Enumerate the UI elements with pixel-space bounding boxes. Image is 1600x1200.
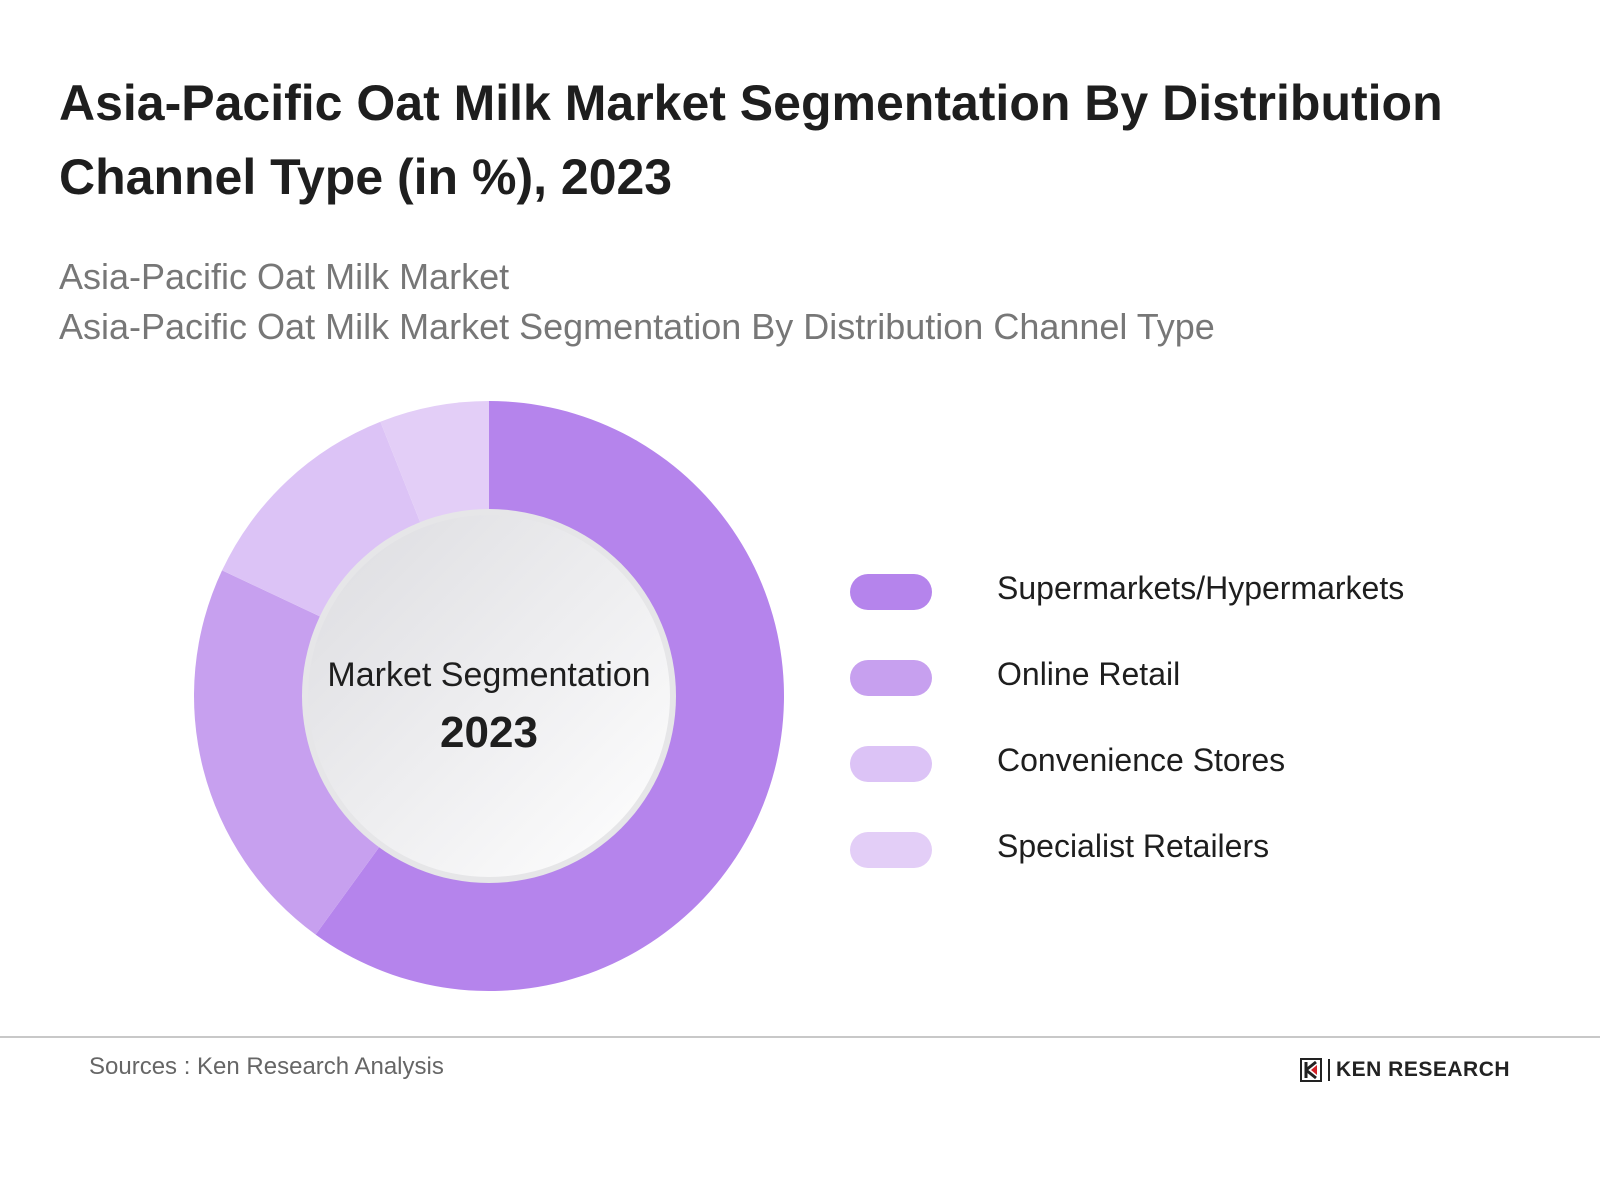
- legend-label: Specialist Retailers: [997, 828, 1270, 864]
- center-year: 2023: [440, 708, 538, 757]
- ken-research-logo-icon: [1300, 1058, 1322, 1082]
- footer-divider: [0, 1036, 1600, 1038]
- legend-item: Supermarkets/Hypermarkets: [850, 570, 1550, 610]
- center-disc: [308, 515, 670, 877]
- legend-swatch: [850, 574, 932, 610]
- legend-item: Convenience Stores: [850, 742, 1550, 782]
- chart-subtitle-market: Asia-Pacific Oat Milk Market: [59, 256, 510, 297]
- legend-label: Convenience Stores: [997, 742, 1286, 778]
- legend-swatch: [850, 832, 932, 868]
- logo-text: KEN RESEARCH: [1336, 1058, 1511, 1081]
- legend-label: Online Retail: [997, 656, 1181, 692]
- legend-item: Specialist Retailers: [850, 828, 1550, 868]
- legend-swatch: [850, 660, 932, 696]
- legend-swatch: [850, 746, 932, 782]
- ken-research-logo: KEN RESEARCH: [1300, 1058, 1510, 1082]
- legend-label: Supermarkets/Hypermarkets: [997, 570, 1405, 606]
- chart-title: Asia-Pacific Oat Milk Market Segmentatio…: [59, 75, 1443, 205]
- chart-subtitle-segmentation: Asia-Pacific Oat Milk Market Segmentatio…: [59, 306, 1215, 347]
- sources-note: Sources : Ken Research Analysis: [89, 1053, 444, 1080]
- legend-item: Online Retail: [850, 656, 1550, 696]
- center-label: Market Segmentation: [327, 656, 651, 694]
